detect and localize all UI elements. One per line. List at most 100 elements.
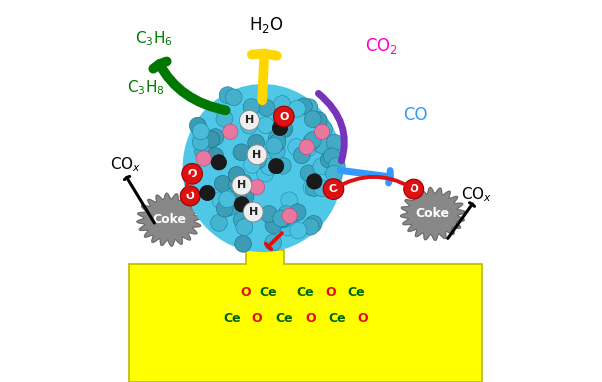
Circle shape xyxy=(249,152,266,169)
Text: O: O xyxy=(409,184,418,194)
Text: O: O xyxy=(187,169,197,179)
Circle shape xyxy=(303,179,320,196)
Text: Coke: Coke xyxy=(152,213,186,226)
Circle shape xyxy=(320,151,337,168)
Circle shape xyxy=(313,158,330,175)
Text: O: O xyxy=(252,312,262,325)
Text: O: O xyxy=(329,184,338,194)
Text: H: H xyxy=(237,180,246,190)
Circle shape xyxy=(207,129,224,146)
Text: Ce: Ce xyxy=(275,312,293,325)
Circle shape xyxy=(214,175,231,192)
Circle shape xyxy=(323,179,344,199)
Polygon shape xyxy=(137,193,202,246)
Circle shape xyxy=(247,145,267,165)
Circle shape xyxy=(315,120,332,137)
Polygon shape xyxy=(400,188,465,240)
Circle shape xyxy=(240,110,259,130)
Circle shape xyxy=(235,235,252,252)
Text: H: H xyxy=(249,207,258,217)
Circle shape xyxy=(288,139,305,155)
Circle shape xyxy=(314,180,330,197)
Circle shape xyxy=(196,151,211,166)
Circle shape xyxy=(305,131,321,148)
Circle shape xyxy=(301,99,318,115)
Text: H: H xyxy=(252,150,262,160)
Circle shape xyxy=(268,159,284,174)
Circle shape xyxy=(265,234,282,251)
Text: O: O xyxy=(279,112,288,121)
Circle shape xyxy=(275,211,292,228)
Circle shape xyxy=(274,96,291,112)
Circle shape xyxy=(307,174,322,189)
Circle shape xyxy=(305,215,322,232)
Circle shape xyxy=(302,218,319,235)
Circle shape xyxy=(235,174,252,191)
Circle shape xyxy=(276,121,293,138)
Circle shape xyxy=(268,130,285,147)
Circle shape xyxy=(233,144,250,161)
Circle shape xyxy=(326,134,343,151)
Polygon shape xyxy=(129,250,482,382)
Circle shape xyxy=(300,165,317,182)
Circle shape xyxy=(192,134,209,151)
Circle shape xyxy=(228,167,245,183)
Circle shape xyxy=(229,176,246,193)
Circle shape xyxy=(182,163,202,184)
Text: Ce: Ce xyxy=(223,312,241,325)
Circle shape xyxy=(296,98,312,115)
Circle shape xyxy=(203,131,220,148)
Circle shape xyxy=(302,134,319,151)
Circle shape xyxy=(219,87,236,104)
Text: Coke: Coke xyxy=(416,207,450,220)
Circle shape xyxy=(299,140,316,157)
Circle shape xyxy=(265,217,282,234)
Circle shape xyxy=(234,197,249,212)
Circle shape xyxy=(281,192,297,209)
Circle shape xyxy=(212,192,229,209)
Text: C$_3$H$_8$: C$_3$H$_8$ xyxy=(128,79,165,97)
Circle shape xyxy=(247,134,264,151)
Circle shape xyxy=(261,159,278,175)
Circle shape xyxy=(200,185,215,201)
Circle shape xyxy=(249,180,265,195)
Circle shape xyxy=(314,137,330,154)
Circle shape xyxy=(232,175,252,195)
Text: Ce: Ce xyxy=(329,312,346,325)
Circle shape xyxy=(220,199,237,216)
Circle shape xyxy=(257,117,274,134)
Circle shape xyxy=(189,117,206,134)
Circle shape xyxy=(268,143,285,160)
Text: C$_3$H$_6$: C$_3$H$_6$ xyxy=(135,29,173,47)
Text: CO$_2$: CO$_2$ xyxy=(365,36,398,56)
Circle shape xyxy=(229,189,246,206)
Circle shape xyxy=(243,99,260,115)
Circle shape xyxy=(219,191,235,208)
Circle shape xyxy=(310,112,327,128)
Circle shape xyxy=(293,147,310,164)
Circle shape xyxy=(273,106,294,127)
Circle shape xyxy=(258,100,275,117)
Circle shape xyxy=(404,179,424,199)
Circle shape xyxy=(273,210,290,227)
Text: CO$_x$: CO$_x$ xyxy=(110,155,141,173)
Circle shape xyxy=(216,200,233,217)
Circle shape xyxy=(256,165,273,182)
Circle shape xyxy=(326,165,343,182)
Text: O: O xyxy=(305,312,316,325)
Circle shape xyxy=(323,148,340,165)
Text: O: O xyxy=(358,312,368,325)
Text: CO: CO xyxy=(403,105,428,124)
Circle shape xyxy=(192,123,209,140)
Circle shape xyxy=(282,216,299,233)
Circle shape xyxy=(269,134,286,151)
Text: O: O xyxy=(186,191,194,201)
Circle shape xyxy=(211,215,228,231)
Circle shape xyxy=(328,157,345,174)
Text: O: O xyxy=(326,286,336,299)
Circle shape xyxy=(234,211,250,228)
Circle shape xyxy=(299,139,314,155)
Circle shape xyxy=(255,151,272,168)
Circle shape xyxy=(244,157,261,173)
Ellipse shape xyxy=(182,84,343,252)
